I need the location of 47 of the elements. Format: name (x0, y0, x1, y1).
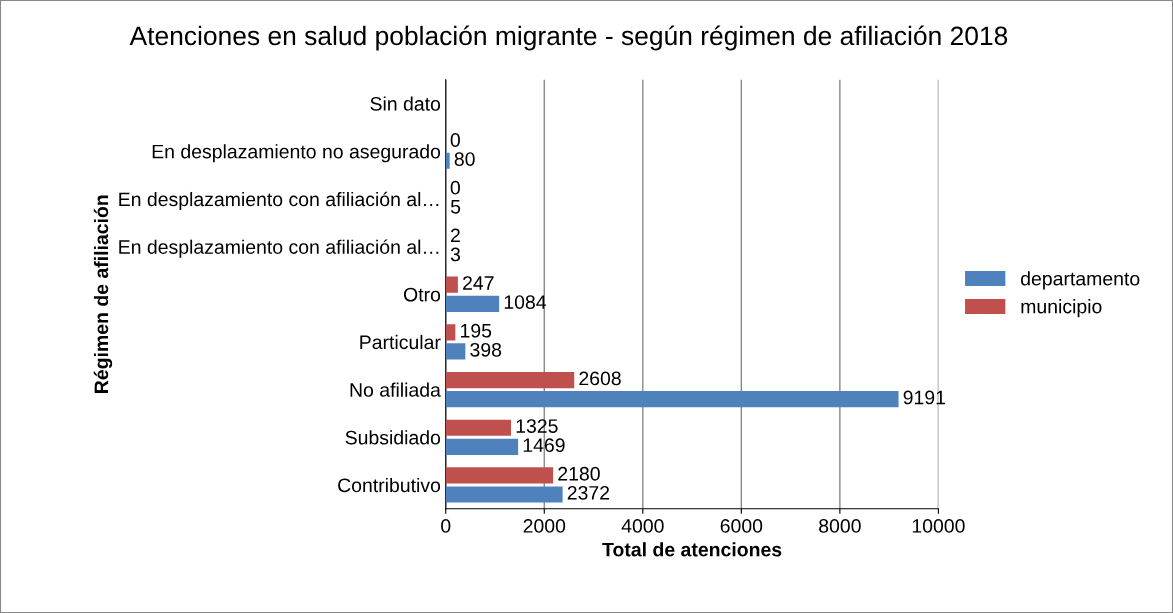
data-label: 247 (463, 276, 494, 290)
bar (445, 467, 554, 484)
bar (445, 324, 456, 341)
x-axis-title: Total de atenciones (602, 542, 782, 557)
data-label: 2 (450, 228, 460, 243)
y-tick-label: Particular (360, 334, 441, 350)
x-tick-label: 8000 (819, 519, 861, 533)
x-tick-label: 0 (441, 519, 451, 533)
x-tick-label: 2000 (523, 519, 566, 533)
bar (445, 438, 519, 455)
data-label: 5 (450, 200, 461, 214)
data-label: 398 (470, 342, 502, 357)
y-tick-label: En desplazamiento con afiliación al… (119, 239, 439, 258)
y-tick-label: Sin dato (370, 96, 441, 111)
legend-label: municipio (1021, 299, 1102, 318)
x-tick-label: 10000 (912, 519, 965, 533)
data-label: 1084 (504, 295, 546, 309)
chart-title: Atenciones en salud población migrante - según régimen de afiliación 2018 (129, 25, 1008, 51)
bar (445, 486, 563, 503)
data-label: 1469 (523, 438, 565, 453)
bar (445, 391, 899, 408)
legend-label: departamento (1021, 271, 1140, 290)
y-tick-label: En desplazamiento no asegurado (152, 144, 441, 163)
data-label: 3 (450, 247, 461, 262)
y-tick-label: Contributivo (338, 477, 441, 493)
data-label: 0 (450, 133, 460, 147)
y-tick-label: Subsidiado (345, 430, 441, 445)
bar (445, 343, 466, 360)
y-tick-label: Otro (403, 287, 441, 302)
bar (445, 295, 500, 312)
bar (445, 419, 512, 436)
data-label: 2372 (567, 485, 610, 500)
data-label: 1325 (516, 419, 558, 433)
y-tick-label: No afiliada (350, 382, 441, 397)
bar (445, 276, 458, 293)
bar (445, 152, 450, 169)
data-label: 9191 (903, 390, 946, 405)
y-axis-title: Régimen de afiliación (93, 195, 113, 393)
data-label: 2608 (579, 371, 621, 386)
data-label: 80 (454, 152, 475, 166)
bar (445, 371, 575, 389)
data-label: 2180 (558, 466, 600, 481)
x-tick-label: 4000 (621, 519, 664, 533)
data-label: 195 (461, 323, 492, 338)
x-tick-label: 6000 (720, 519, 763, 533)
data-label: 0 (450, 180, 460, 195)
y-tick-label: En desplazamiento con afiliación al… (119, 191, 439, 211)
